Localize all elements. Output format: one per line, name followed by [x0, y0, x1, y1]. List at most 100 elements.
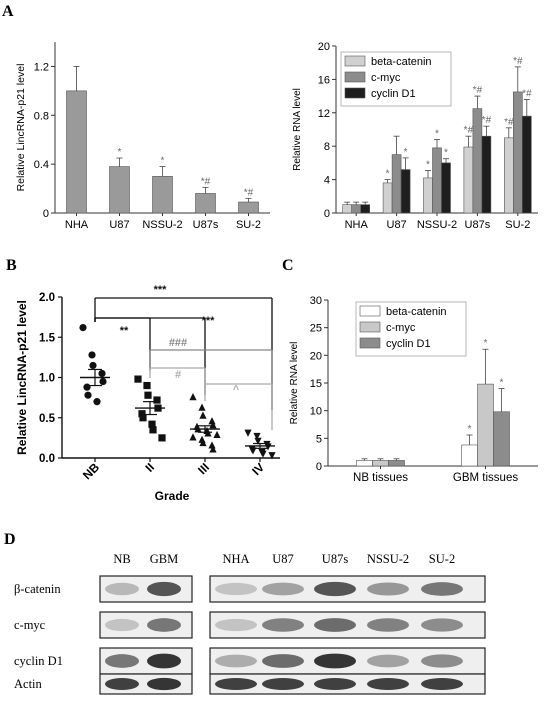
data-point — [189, 433, 197, 441]
data-point — [79, 323, 87, 332]
chart-c-tissue-rna: 0 5 10 15 20 25 30 Relative RNA level NB tissues… — [289, 295, 538, 484]
bar — [372, 460, 389, 467]
y-tick-label: 0 — [316, 461, 322, 473]
bracket-label: ** — [120, 325, 129, 337]
y-tick-label: 1.5 — [39, 332, 56, 344]
x-tick-label: SU-2 — [236, 219, 261, 231]
x-tick-label: U87s — [465, 219, 491, 231]
significance-mark: * — [500, 378, 504, 389]
x-tick-label: III — [195, 460, 212, 477]
x-tick-label: IV — [249, 460, 267, 478]
data-point — [209, 421, 217, 429]
blot-band — [147, 677, 181, 691]
blot-band — [421, 678, 463, 690]
y-tick-label: 16 — [318, 74, 330, 86]
y-tick-label: 12 — [318, 108, 330, 120]
data-point — [204, 429, 212, 437]
bar — [521, 115, 532, 214]
blot-row-label: Actin — [14, 677, 43, 691]
blot-band — [421, 582, 463, 596]
x-tick-label: SU-2 — [505, 219, 530, 231]
significance-mark: * — [404, 147, 408, 158]
significance-mark: *# — [513, 56, 523, 67]
blot-band — [421, 618, 463, 632]
blot-band — [367, 582, 409, 596]
significance-mark: *# — [504, 117, 514, 128]
blot-band — [215, 582, 257, 596]
blot-band — [215, 654, 257, 668]
significance-mark: * — [386, 169, 390, 180]
significance-mark: * — [484, 338, 488, 349]
lane-label: U87s — [322, 552, 349, 566]
blot-band — [367, 678, 409, 690]
data-point — [249, 447, 257, 455]
bar — [463, 146, 474, 214]
y-tick-label: 1.2 — [34, 61, 49, 73]
data-point — [84, 391, 92, 399]
blot-band — [367, 618, 409, 632]
bar — [477, 383, 494, 467]
legend-label: beta-catenin — [386, 306, 447, 318]
data-point — [153, 396, 161, 404]
x-tick-label: GBM tissues — [453, 472, 518, 484]
y-axis-label: Relative LincRNA-p21 level — [15, 300, 29, 455]
data-point — [89, 361, 97, 370]
bracket-label: *** — [202, 315, 216, 327]
data-point — [244, 429, 252, 437]
data-point — [144, 391, 152, 399]
significance-mark: * — [161, 156, 165, 167]
data-point — [268, 452, 276, 460]
legend-label: cyclin D1 — [386, 338, 431, 350]
significance-mark: * — [444, 148, 448, 159]
legend-swatch — [344, 87, 366, 99]
legend-label: c-myc — [386, 322, 416, 334]
x-tick-label: NB — [80, 460, 102, 482]
bar — [66, 90, 87, 214]
y-tick-label: 0.5 — [39, 413, 56, 425]
x-tick-label: NHA — [65, 219, 89, 231]
data-point — [88, 351, 96, 359]
y-tick-label: 4 — [324, 175, 330, 187]
lane-label: NSSU-2 — [367, 552, 409, 566]
significance-mark: *# — [473, 85, 483, 96]
chart-a-rna: 0 4 8 12 16 20 Relative RNA level NHA U87 * * NSSU-… — [292, 41, 538, 231]
significance-mark: *# — [482, 115, 492, 126]
y-tick-label: 1.0 — [39, 373, 55, 385]
x-tick-label: NB tissues — [353, 472, 408, 484]
significance-mark: *# — [244, 187, 254, 198]
lane-label: NB — [113, 552, 130, 566]
panel-label-d: D — [4, 531, 16, 548]
panel-label-b: B — [6, 257, 17, 274]
legend-label: beta-catenin — [371, 56, 432, 68]
legend-label: cyclin D1 — [371, 88, 416, 100]
y-axis-label: Relative RNA level — [289, 342, 300, 425]
data-point — [259, 450, 267, 458]
data-point — [139, 414, 147, 422]
x-tick-label: NHA — [345, 219, 369, 231]
y-tick-label: 0.4 — [34, 159, 49, 171]
blot-band — [314, 618, 356, 632]
data-point — [149, 426, 157, 434]
data-point — [209, 445, 217, 453]
bar — [152, 176, 173, 214]
significance-mark: *# — [522, 88, 532, 99]
blot-row-label: cyclin D1 — [14, 654, 63, 668]
bar — [432, 147, 442, 214]
x-tick-label: NSSU-2 — [142, 219, 182, 231]
blot-band — [262, 618, 304, 632]
blot-row-label: c-myc — [14, 618, 46, 632]
y-tick-label: 30 — [310, 295, 322, 307]
bar — [512, 91, 523, 214]
data-point — [98, 369, 106, 378]
bar — [481, 135, 492, 214]
blot-row-label: β-catenin — [14, 582, 61, 596]
legend-swatch — [344, 71, 366, 83]
lane-label: U87 — [272, 552, 294, 566]
y-tick-label: 0.0 — [39, 453, 55, 465]
bar — [360, 204, 371, 214]
blot-band — [215, 618, 257, 632]
bar — [238, 201, 259, 214]
significance-mark: * — [118, 147, 122, 158]
legend-swatch — [344, 55, 366, 67]
y-tick-label: 2.0 — [39, 292, 55, 304]
